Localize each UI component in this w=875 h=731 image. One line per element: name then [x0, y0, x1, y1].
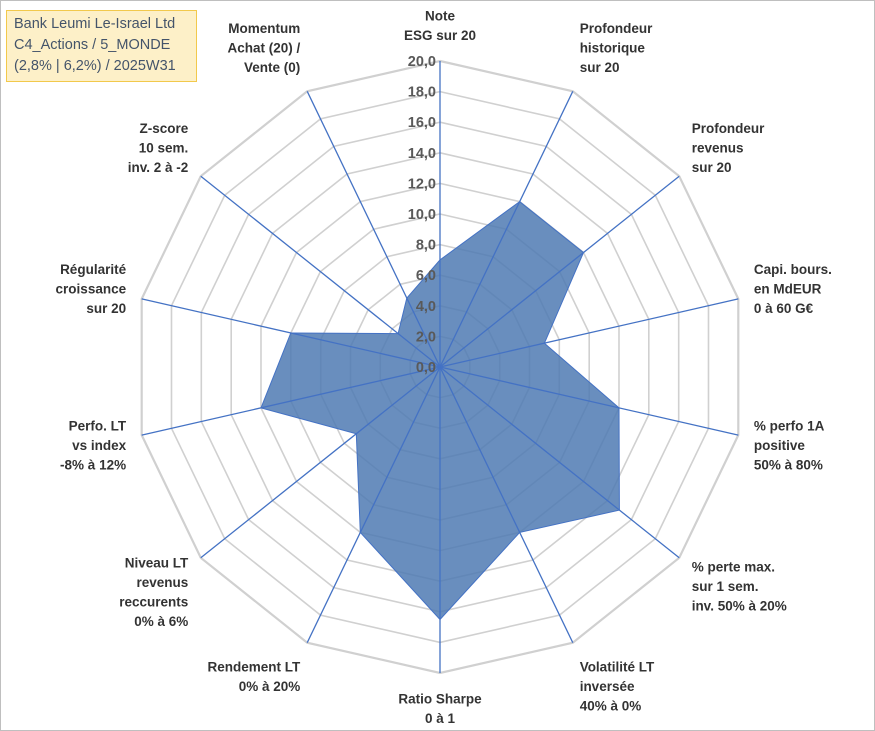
axis-label: Profondeur historique sur 20 [580, 21, 653, 75]
axis-spoke [439, 366, 574, 643]
tick-label: 14,0 [408, 146, 436, 162]
tick-label: 8,0 [416, 238, 436, 254]
axis-label: Note ESG sur 20 [404, 9, 476, 44]
axis-label-line: en MdEUR [754, 282, 822, 297]
axis-label: Z-score 10 sem. inv. 2 à -2 [128, 121, 189, 175]
axis-label-line: inv. 50% à 20% [692, 598, 787, 613]
radar-axis-labels: Note ESG sur 20 Profondeur historique sur 20… [56, 9, 832, 727]
axis-label-line: inversée [580, 679, 635, 694]
axis-spoke [141, 298, 441, 368]
axis-label-line: Momentum [228, 21, 300, 36]
tick-label: 16,0 [408, 115, 436, 131]
axis-label: Niveau LT revenus reccurents 0% à 6% [119, 556, 189, 630]
axis-label-line: 0 à 1 [425, 711, 456, 726]
axis-label-line: Niveau LT [125, 556, 189, 571]
axis-label: % perte max. sur 1 sem. inv. 50% à 20% [692, 559, 787, 613]
tick-label: 18,0 [408, 85, 436, 101]
radar-tick-labels: 0,0 2,0 4,0 6,0 8,0 10,0 12,0 14,0 16,0 18,0 20,0 [408, 54, 436, 376]
axis-label-line: Vente (0) [244, 60, 300, 75]
axis-label-line: Volatilité LT [580, 660, 655, 675]
axis-label-line: 0% à 6% [134, 614, 188, 629]
axis-label-line: revenus [692, 141, 744, 156]
axis-label-line: Capi. bours. [754, 262, 832, 277]
axis-label-line: -8% à 12% [60, 457, 126, 472]
axis-spoke [439, 366, 680, 559]
axis-spoke [200, 175, 441, 368]
axis-label-line: 10 sem. [139, 141, 189, 156]
axis-label-line: Régularité [60, 262, 127, 277]
tick-label: 10,0 [408, 207, 436, 223]
chart-title-box: Bank Leumi Le-Israel Ltd C4_Actions / 5_… [6, 10, 197, 82]
axis-label-line: sur 1 sem. [692, 579, 759, 594]
tick-label: 4,0 [416, 299, 436, 315]
axis-label-line: vs index [72, 438, 127, 453]
axis-label-line: Perfo. LT [69, 418, 127, 433]
title-line-3: (2,8% | 6,2%) / 2025W31 [14, 58, 176, 74]
axis-label-line: Rendement LT [208, 660, 302, 675]
axis-label-line: ESG sur 20 [404, 28, 476, 43]
axis-label-line: Profondeur [580, 21, 653, 36]
axis-spoke [306, 366, 441, 643]
axis-label-line: sur 20 [86, 301, 126, 316]
axis-label: Ratio Sharpe 0 à 1 [398, 692, 482, 727]
axis-label: Perfo. LT vs index -8% à 12% [60, 418, 127, 472]
axis-spoke [439, 366, 739, 436]
axis-label: Capi. bours. en MdEUR 0 à 60 G€ [754, 262, 832, 316]
axis-label-line: croissance [56, 282, 127, 297]
axis-label-line: historique [580, 40, 646, 55]
tick-label: 2,0 [416, 329, 436, 345]
axis-spoke [439, 175, 680, 368]
axis-label-line: 40% à 0% [580, 699, 642, 714]
tick-label: 12,0 [408, 176, 436, 192]
axis-label-line: % perte max. [692, 559, 775, 574]
axis-label-line: % perfo 1A [754, 418, 825, 433]
tick-label: 6,0 [416, 268, 436, 284]
axis-label-line: Achat (20) / [228, 40, 301, 55]
axis-label: Momentum Achat (20) / Vente (0) [228, 21, 301, 75]
axis-label-line: Profondeur [692, 121, 765, 136]
axis-spoke [439, 298, 739, 368]
tick-label: 20,0 [408, 54, 436, 70]
axis-label: Volatilité LT inversée 40% à 0% [580, 660, 655, 714]
axis-spoke [439, 91, 574, 368]
axis-label-line: 0% à 20% [239, 679, 301, 694]
axis-label: Rendement LT 0% à 20% [208, 660, 302, 695]
axis-label: % perfo 1A positive 50% à 80% [754, 418, 825, 472]
axis-label-line: 0 à 60 G€ [754, 301, 814, 316]
axis-label-line: Z-score [140, 121, 189, 136]
axis-label-line: sur 20 [692, 160, 732, 175]
axis-label: Profondeur revenus sur 20 [692, 121, 765, 175]
axis-label-line: revenus [137, 575, 189, 590]
axis-label-line: reccurents [119, 595, 188, 610]
title-line-1: Bank Leumi Le-Israel Ltd [14, 16, 176, 32]
title-line-2: C4_Actions / 5_MONDE [14, 37, 171, 53]
axis-label-line: Note [425, 9, 455, 24]
axis-spoke [306, 91, 441, 368]
tick-label: 0,0 [416, 360, 436, 376]
axis-label-line: 50% à 80% [754, 457, 823, 472]
axis-label-line: Ratio Sharpe [398, 692, 482, 707]
axis-label: Régularité croissance sur 20 [56, 262, 127, 316]
axis-spoke [200, 366, 441, 559]
axis-label-line: sur 20 [580, 60, 620, 75]
axis-spoke [141, 366, 441, 436]
axis-label-line: positive [754, 438, 806, 453]
radar-axes [141, 61, 739, 673]
axis-label-line: inv. 2 à -2 [128, 160, 189, 175]
